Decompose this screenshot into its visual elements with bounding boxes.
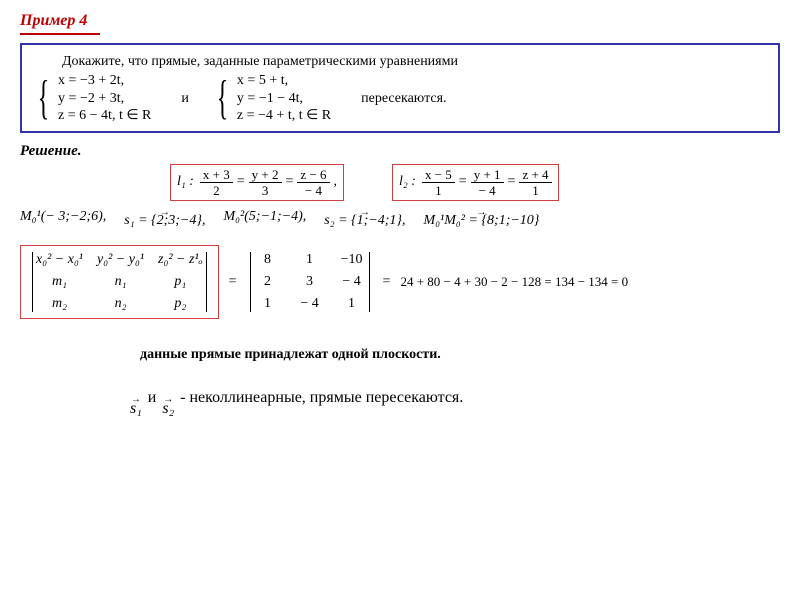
ds-r3c3: p₂ [158, 296, 203, 312]
dn-r1c1: 8 [254, 252, 282, 268]
l2-f1d: 1 [435, 183, 442, 197]
ds-r2c3: p₁ [158, 274, 203, 290]
c2-tail: - неколлинеарные, прямые пересекаются. [180, 389, 463, 407]
ds-r1c1: x₀² − x₀¹ [36, 252, 83, 268]
l2-f3d: 1 [532, 183, 539, 197]
sys1-line1: x = −3 + 2t, [58, 72, 151, 90]
ds-r2c1: m₁ [36, 274, 83, 290]
dn-r1c3: −10 [338, 252, 366, 268]
m0m0-text: M₀¹M₀² = {8;1;−10} [424, 216, 540, 226]
ds-r3c1: m₂ [36, 296, 83, 312]
ds-r2c2: n₁ [97, 274, 144, 290]
problem-tail: пересекаются. [361, 88, 446, 109]
c2-s2: s₂ [162, 403, 174, 414]
ds-r1c2: y₀² − y₀¹ [97, 252, 144, 268]
l2-f2n: y + 1 [471, 168, 504, 183]
dn-r3c3: 1 [338, 296, 366, 312]
vector-s2: →s₂ = {1;−4;1}, [324, 209, 405, 226]
vector-s1: →s₁ = {2;3;−4}, [124, 209, 205, 226]
c2-and: и [148, 389, 157, 407]
dn-r1c2: 1 [296, 252, 324, 268]
conclusion-intersect: →s₁ и →s₂ - неколлинеарные, прямые перес… [130, 389, 780, 414]
solution-label: Решение. [20, 143, 780, 160]
problem-statement: Докажите, что прямые, заданные параметри… [20, 43, 780, 133]
problem-intro: Докажите, что прямые, заданные параметри… [62, 51, 768, 72]
dn-r3c1: 1 [254, 296, 282, 312]
sys1-line2: y = −2 + 3t, [58, 90, 151, 108]
determinant-symbolic: x₀² − x₀¹ y₀² − y₀¹ z₀² − z¹ₒ m₁ n₁ p₁ m… [20, 245, 219, 319]
ds-r3c2: n₂ [97, 296, 144, 312]
determinant-numeric: 8 1 −10 2 3 − 4 1 − 4 1 [247, 252, 373, 312]
dn-r2c2: 3 [296, 274, 324, 290]
ds-r1c3: z₀² − z¹ₒ [158, 252, 203, 268]
equals-2: = [383, 274, 391, 290]
line-l2-canonical: l₂ : x − 51 = y + 1− 4 = z + 41 [392, 164, 559, 201]
point-m01: M₀¹(− 3;−2;6), [20, 209, 106, 225]
equals-1: = [229, 274, 237, 290]
conclusion-plane: данные прямые принадлежат одной плоскост… [140, 347, 780, 363]
calc-chain: 24 + 80 − 4 + 30 − 2 − 128 = 134 − 134 =… [400, 274, 628, 290]
system-1: { x = −3 + 2t, y = −2 + 3t, z = 6 − 4t, … [32, 72, 151, 125]
dn-r2c1: 2 [254, 274, 282, 290]
l1-f3d: − 4 [305, 183, 322, 197]
l2-f3n: z + 4 [519, 168, 551, 183]
dn-r3c2: − 4 [296, 296, 324, 312]
l1-label: l₁ : [177, 174, 194, 190]
l1-f2n: y + 2 [249, 168, 282, 183]
and-word: и [181, 88, 189, 109]
l1-f1n: x + 3 [200, 168, 233, 183]
l1-f1d: 2 [213, 183, 220, 197]
l1-f3n: z − 6 [297, 168, 329, 183]
s2-text: s₂ = {1;−4;1}, [324, 216, 405, 226]
line-l1-canonical: l₁ : x + 32 = y + 23 = z − 6− 4 , [170, 164, 344, 201]
system-2: { x = 5 + t, y = −1 − 4t, z = −4 + t, t … [211, 72, 331, 125]
s1-text: s₁ = {2;3;−4}, [124, 216, 205, 226]
sys2-line1: x = 5 + t, [237, 72, 331, 90]
sys1-line3: z = 6 − 4t, t ∈ R [58, 107, 151, 125]
l1-f2d: 3 [262, 183, 269, 197]
sys2-line3: z = −4 + t, t ∈ R [237, 107, 331, 125]
sys2-line2: y = −1 − 4t, [237, 90, 331, 108]
l2-label: l₂ : [399, 174, 416, 190]
c2-s1: s₁ [130, 403, 142, 414]
l2-f1n: x − 5 [422, 168, 455, 183]
example-title: Пример 4 [20, 12, 100, 35]
vector-m0m0: →M₀¹M₀² = {8;1;−10} [424, 209, 540, 226]
l2-f2d: − 4 [479, 183, 496, 197]
dn-r2c3: − 4 [338, 274, 366, 290]
point-m02: M₀²(5;−1;−4), [224, 209, 307, 225]
